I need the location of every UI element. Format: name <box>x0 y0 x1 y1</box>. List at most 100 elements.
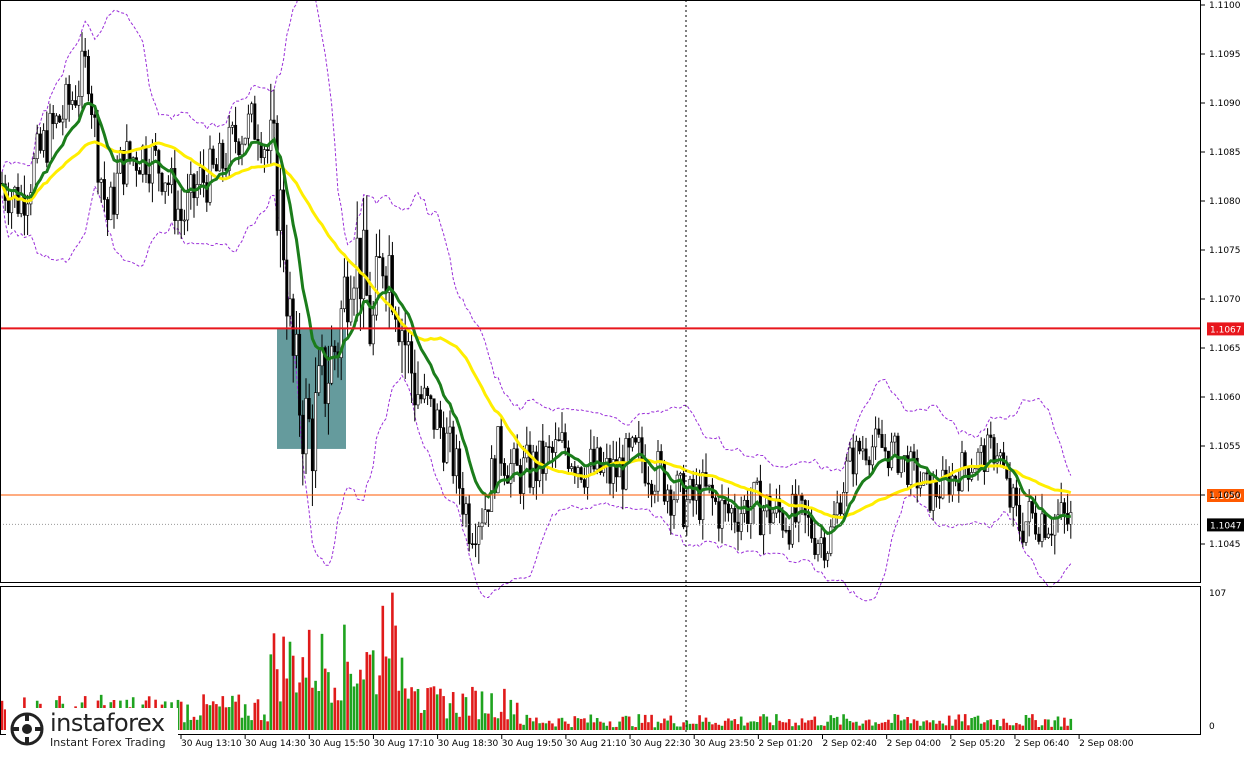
candle-body <box>1030 501 1034 514</box>
time-axis: 30 Aug 13:10 30 Aug 14:30 30 Aug 15:50 30 A… <box>180 735 1134 749</box>
candle-body <box>112 186 116 215</box>
chart-frame <box>0 0 1201 735</box>
volume-bar <box>397 690 401 730</box>
candle <box>822 531 826 569</box>
time-tick-label: 30 Aug 21:10 <box>566 739 627 749</box>
candle-body <box>378 256 382 258</box>
volume-bar <box>531 721 535 730</box>
candle-body <box>400 330 404 343</box>
candle <box>285 224 289 340</box>
volume-bar <box>250 720 253 730</box>
candle <box>342 258 346 313</box>
candle <box>1037 527 1041 545</box>
candle-body <box>845 460 849 493</box>
candle <box>675 470 679 503</box>
candle-body <box>755 480 759 483</box>
candle-body <box>138 170 142 175</box>
candle-body <box>390 255 394 313</box>
candle-body <box>342 276 346 310</box>
volume-bar <box>487 713 490 730</box>
candle-body <box>38 133 42 151</box>
candle-body <box>419 394 423 400</box>
candle-body <box>979 445 983 453</box>
candle <box>550 441 554 470</box>
candle-body <box>621 457 625 490</box>
candle-body <box>470 543 474 545</box>
candle-body <box>557 439 561 441</box>
candle-body <box>438 409 442 428</box>
candle-body <box>246 113 250 139</box>
candle-body <box>205 182 209 203</box>
candle <box>112 172 116 229</box>
volume-bar <box>547 720 551 730</box>
candle <box>544 442 548 481</box>
time-tick-label: 30 Aug 18:30 <box>438 739 499 749</box>
volume-bar <box>295 692 298 730</box>
candle-body <box>512 448 516 464</box>
candle <box>355 201 359 322</box>
volume-bar <box>311 687 314 730</box>
candle <box>867 456 871 478</box>
volume-bar <box>970 718 973 730</box>
volume-bar <box>186 704 189 730</box>
candle <box>406 327 410 374</box>
candle-body <box>362 229 366 300</box>
volume-bar <box>951 725 954 730</box>
volume-bar <box>835 716 839 730</box>
volume-bar <box>592 722 596 730</box>
candle-body <box>726 503 730 514</box>
candle <box>163 182 167 204</box>
candle-body <box>534 451 538 482</box>
candle <box>874 416 878 460</box>
volume-bar <box>941 723 945 730</box>
volume-bar <box>823 725 826 730</box>
candle <box>438 400 442 439</box>
candle-body <box>61 118 65 123</box>
volume-bar <box>659 723 663 730</box>
candle-body <box>794 493 798 523</box>
candle-body <box>134 157 138 171</box>
candle <box>189 161 193 210</box>
volume-bar <box>1059 726 1063 730</box>
candle <box>310 404 314 507</box>
volume-bar <box>541 722 545 730</box>
volume-bar <box>611 727 615 730</box>
volume-bar <box>317 690 321 730</box>
volume-bar <box>256 699 260 730</box>
time-tick-label: 30 Aug 22:30 <box>630 739 691 749</box>
candle-body <box>669 489 673 516</box>
volume-bar <box>282 636 285 730</box>
volume-bar <box>215 704 218 730</box>
candle-body <box>538 440 542 482</box>
candle-body <box>838 502 842 515</box>
volume-bar <box>211 701 215 730</box>
candle-body <box>592 448 596 470</box>
candle <box>698 469 702 526</box>
candle <box>346 258 350 340</box>
candle <box>1066 493 1070 532</box>
candle-body <box>250 103 254 115</box>
candle-body <box>198 167 202 185</box>
candle-body <box>176 208 180 221</box>
candle <box>102 161 106 212</box>
volume-bar <box>899 720 903 730</box>
volume-bar <box>675 726 679 730</box>
candle <box>992 433 996 471</box>
candle <box>275 115 279 236</box>
volume-bar <box>285 678 289 730</box>
volume-bar <box>314 680 317 730</box>
candle <box>266 144 270 164</box>
candle <box>662 459 666 505</box>
volume-bar <box>474 690 477 730</box>
candle-body <box>160 172 164 192</box>
candle-body <box>358 237 362 300</box>
volume-bar <box>762 714 765 730</box>
candle <box>64 77 68 129</box>
candle <box>490 445 494 512</box>
candle <box>48 103 52 168</box>
candle-body <box>928 473 932 511</box>
volume-bar <box>995 719 999 730</box>
volume-bar <box>365 652 369 730</box>
candle-body <box>547 446 551 448</box>
volume-bar <box>992 724 996 730</box>
